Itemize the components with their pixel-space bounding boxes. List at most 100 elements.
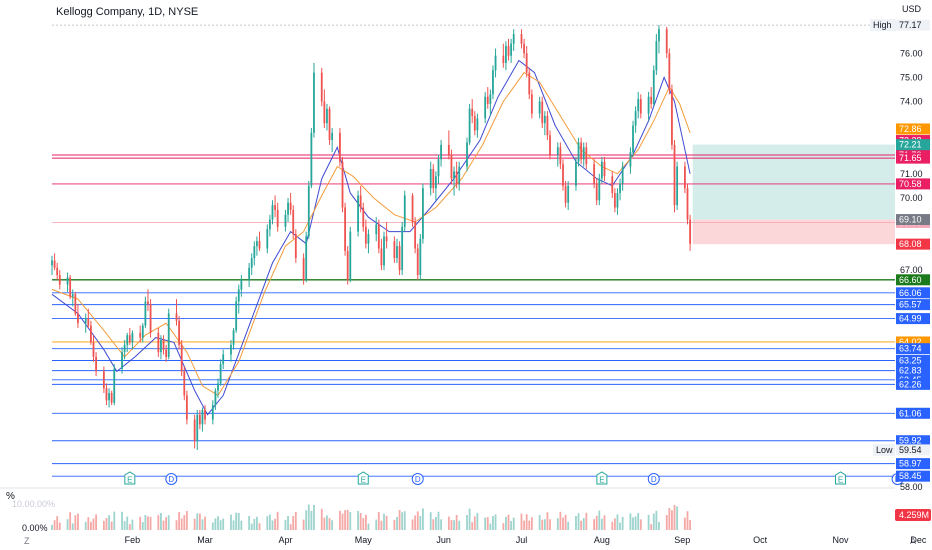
candle-body (476, 118, 479, 131)
volume-bar (323, 517, 326, 530)
volume-bar (528, 520, 531, 530)
volume-bar (549, 519, 551, 530)
candle-body (328, 108, 331, 141)
volume-bar (89, 521, 92, 530)
volume-bar (489, 523, 492, 530)
x-axis: Feb Mar Apr May Jun Jul Aug Sep Oct Nov Dec (125, 535, 927, 545)
volume-bar (185, 511, 188, 530)
volume-bar (271, 520, 274, 530)
volume-bar (131, 519, 134, 530)
y-tick-label: 74.00 (900, 97, 923, 107)
candle-body (139, 332, 142, 338)
dividend-marker[interactable]: D (411, 473, 424, 485)
position-tool[interactable] (692, 144, 895, 245)
dividend-marker[interactable]: D (165, 473, 178, 485)
volume-bar (58, 522, 61, 530)
timezone-toggle-button[interactable]: Z (24, 536, 30, 546)
volume-bar (416, 511, 419, 530)
candle-body (193, 419, 196, 442)
candle-body (310, 132, 313, 186)
volume-bar (429, 512, 432, 530)
volume-bar (66, 519, 69, 530)
candle-body (222, 354, 225, 365)
volume-bar (575, 516, 577, 530)
candle-body (650, 96, 653, 104)
volume-bar (198, 513, 201, 530)
candle-body (323, 101, 326, 124)
earnings-marker[interactable]: E (124, 471, 136, 485)
candle-body (523, 43, 525, 54)
volume-bar (341, 513, 344, 530)
x-tick-label: Jul (516, 535, 528, 545)
candle-body (89, 325, 92, 343)
volume-bar (458, 520, 461, 530)
volume-bar (639, 519, 642, 530)
candle-body (123, 344, 126, 353)
candle-body (577, 142, 580, 162)
level-price-badge: 58.45 (896, 470, 930, 482)
volume-bar (468, 508, 471, 530)
candle-body (585, 147, 588, 165)
svg-text:68.08: 68.08 (899, 239, 922, 249)
currency-label: USD (902, 4, 922, 14)
volume-bar (671, 510, 673, 530)
volume-bar (160, 513, 162, 530)
candle-body (603, 161, 606, 177)
candle-body (110, 393, 113, 403)
volume-bar (559, 511, 562, 530)
dividend-marker[interactable]: D (647, 473, 660, 485)
candle-body (292, 209, 295, 235)
candle-body (616, 193, 619, 208)
volume-bar (484, 517, 487, 530)
svg-text:58.97: 58.97 (899, 459, 922, 469)
auto-scale-button[interactable]: A (910, 536, 917, 546)
candle-body (665, 29, 668, 54)
candle-body (668, 53, 671, 90)
svg-text:D: D (415, 475, 421, 484)
volume-bar (367, 523, 370, 530)
candle-body (180, 344, 183, 372)
volume-bar (237, 513, 240, 530)
candle-body (466, 142, 468, 167)
volume-bar (144, 515, 147, 530)
candle-body (167, 313, 170, 357)
candle-body (359, 195, 362, 208)
level-price-badge: 61.06 (896, 407, 930, 419)
candle-body (274, 205, 276, 210)
earnings-marker[interactable]: E (596, 471, 608, 485)
candle-body (256, 241, 258, 247)
volume-bar (102, 520, 105, 530)
candle-body (655, 41, 658, 71)
position-loss-zone[interactable] (692, 219, 895, 245)
candle-body (468, 108, 471, 143)
candle-body (128, 335, 131, 343)
candle-body (422, 188, 424, 239)
volume-value-badge: 4.259M (895, 509, 931, 521)
volume-bar (326, 515, 328, 530)
candle-body (105, 388, 108, 401)
position-profit-zone[interactable] (692, 144, 895, 220)
candle-body (530, 94, 533, 114)
candle-body (294, 234, 297, 259)
candle-body (69, 277, 72, 297)
candle-body (486, 96, 489, 104)
volume-bar (320, 508, 323, 530)
candle-body (619, 183, 621, 194)
candle-body (637, 99, 640, 112)
volume-bar (564, 514, 567, 530)
event-markers[interactable]: EDEDEDED (124, 471, 904, 485)
volume-bar (222, 518, 225, 530)
candle-body (559, 147, 562, 165)
volume-bar (593, 519, 596, 530)
candle-body (364, 226, 367, 244)
earnings-marker[interactable]: E (357, 471, 369, 485)
candle-body (346, 250, 349, 280)
candle-body (512, 34, 515, 44)
candle-body (543, 115, 546, 124)
earnings-marker[interactable]: E (835, 471, 847, 485)
candle-body (564, 185, 567, 203)
volume-bar (274, 518, 276, 530)
volume-bar (447, 516, 450, 530)
candle-body (56, 267, 59, 275)
